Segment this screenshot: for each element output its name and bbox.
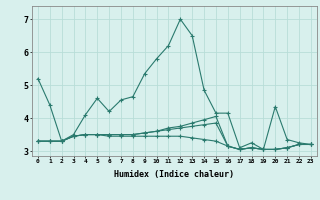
X-axis label: Humidex (Indice chaleur): Humidex (Indice chaleur) (115, 170, 234, 179)
